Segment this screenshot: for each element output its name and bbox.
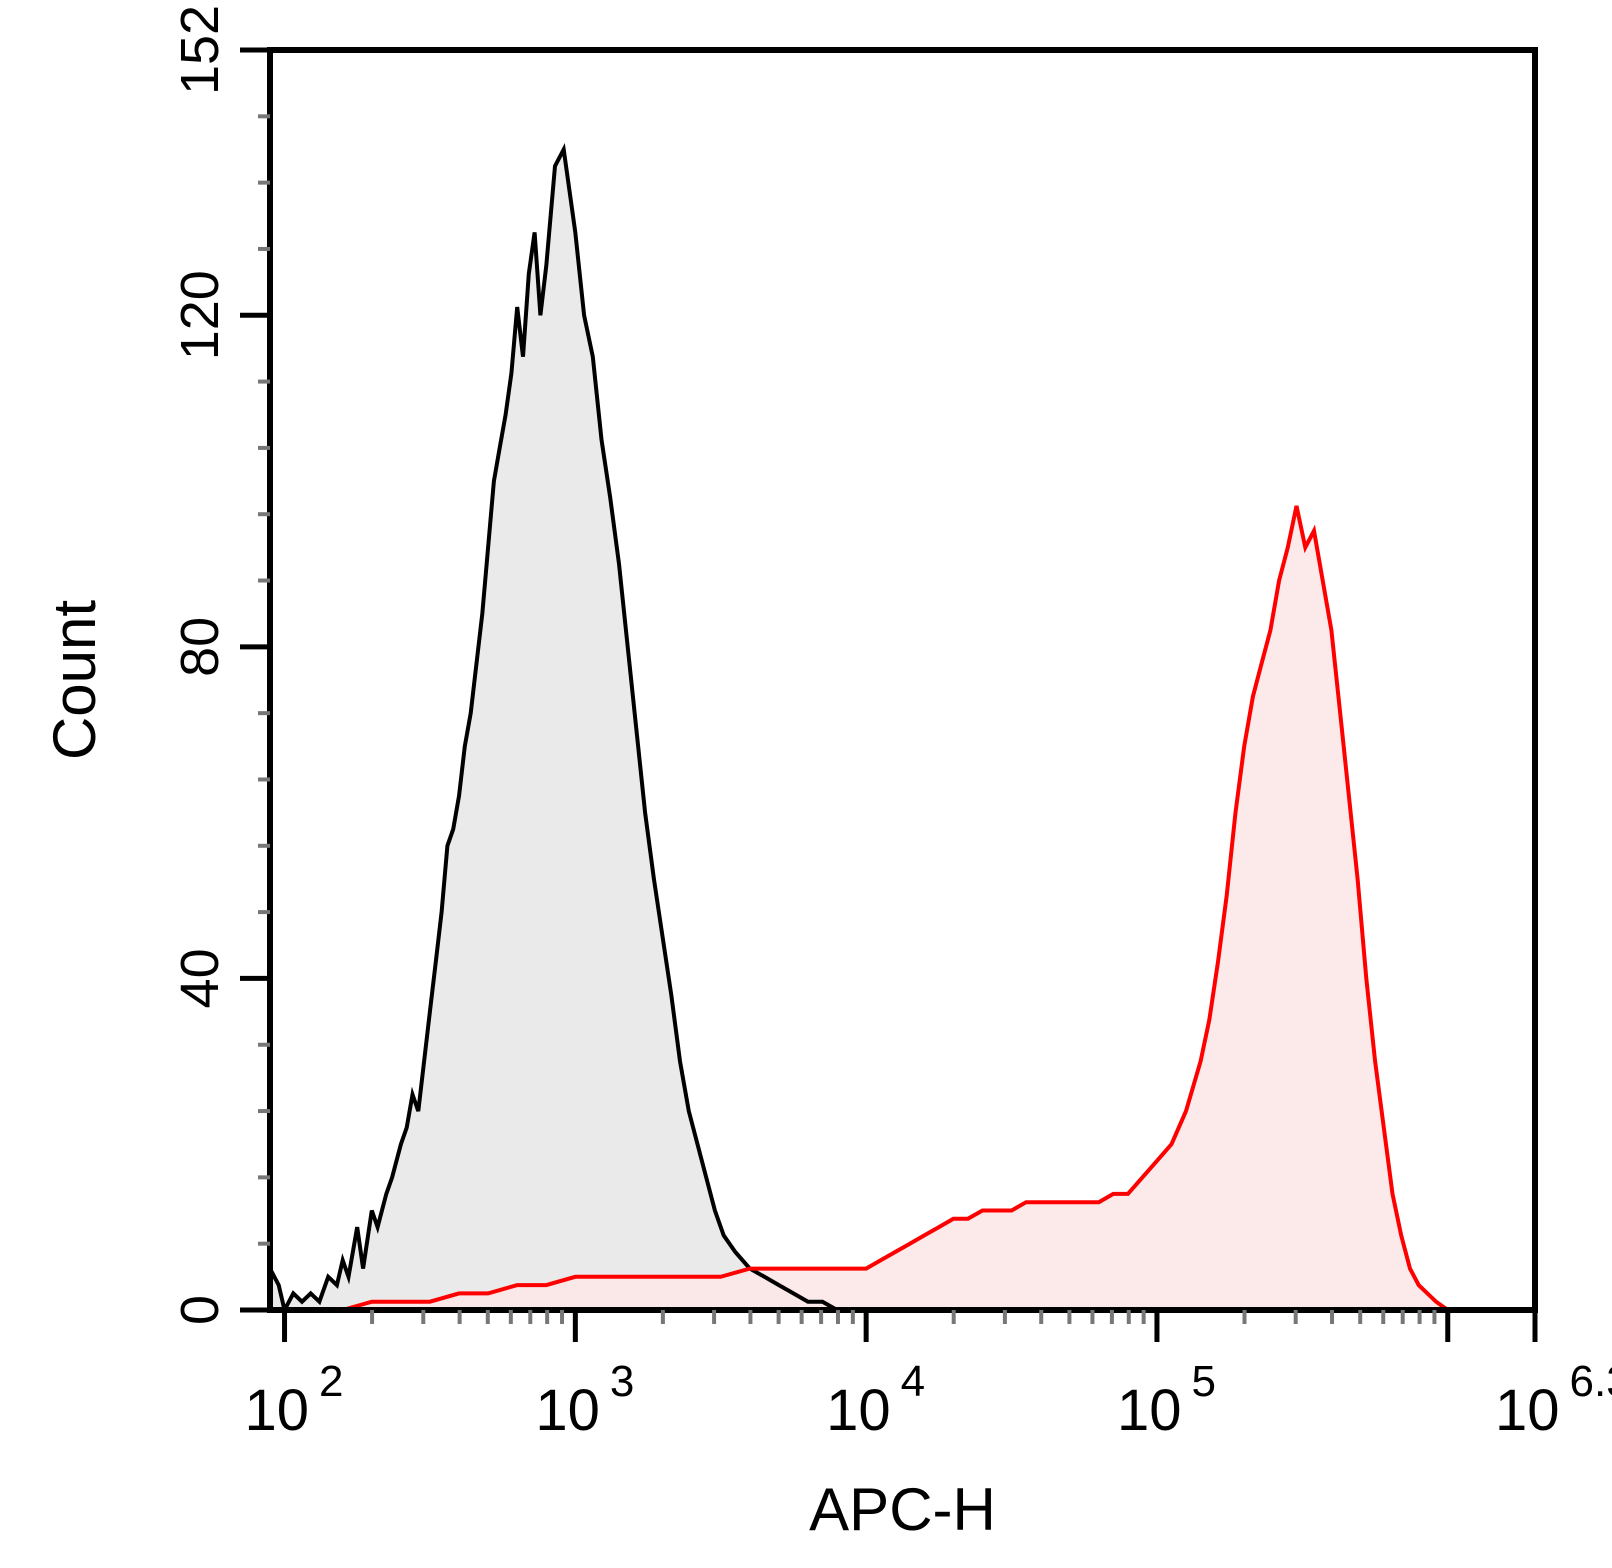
- x-tick-exponent: 2: [319, 1357, 343, 1406]
- x-tick-label: 10 5: [1117, 1357, 1216, 1443]
- x-tick-base: 10: [1495, 1378, 1560, 1443]
- x-tick-exponent: 6.3: [1570, 1357, 1612, 1406]
- plot-frame: [267, 47, 1538, 1313]
- series-fill-isotype-control: [270, 149, 896, 1310]
- x-tick-exponent: 5: [1191, 1357, 1215, 1406]
- series-line-stained-sample: [284, 505, 1477, 1312]
- histogram-fills: [270, 149, 1477, 1310]
- y-axis-title: Count: [41, 600, 108, 760]
- y-tick-label: 120: [170, 270, 230, 360]
- x-axis-title: APC-H: [809, 1476, 996, 1543]
- x-tick-base: 10: [826, 1378, 891, 1443]
- histogram-lines: [268, 143, 1477, 1316]
- y-tick-label: 80: [170, 617, 230, 677]
- y-axis: 0 40 80 120 152: [170, 5, 270, 1325]
- series-line-isotype-control: [268, 143, 896, 1316]
- x-tick-base: 10: [535, 1378, 600, 1443]
- y-tick-label: 152: [170, 5, 230, 95]
- y-tick-label: 40: [170, 948, 230, 1008]
- x-tick-base: 10: [245, 1378, 310, 1443]
- x-tick-exponent: 3: [610, 1357, 634, 1406]
- series-fill-stained-sample: [284, 505, 1477, 1310]
- x-tick-base: 10: [1117, 1378, 1182, 1443]
- x-tick-label: 10 2: [245, 1357, 344, 1443]
- x-tick-label: 10 3: [535, 1357, 634, 1443]
- x-tick-label: 10 4: [826, 1357, 925, 1443]
- x-tick-label: 106.3: [1495, 1357, 1612, 1443]
- y-tick-label: 0: [170, 1295, 230, 1325]
- x-tick-exponent: 4: [901, 1357, 925, 1406]
